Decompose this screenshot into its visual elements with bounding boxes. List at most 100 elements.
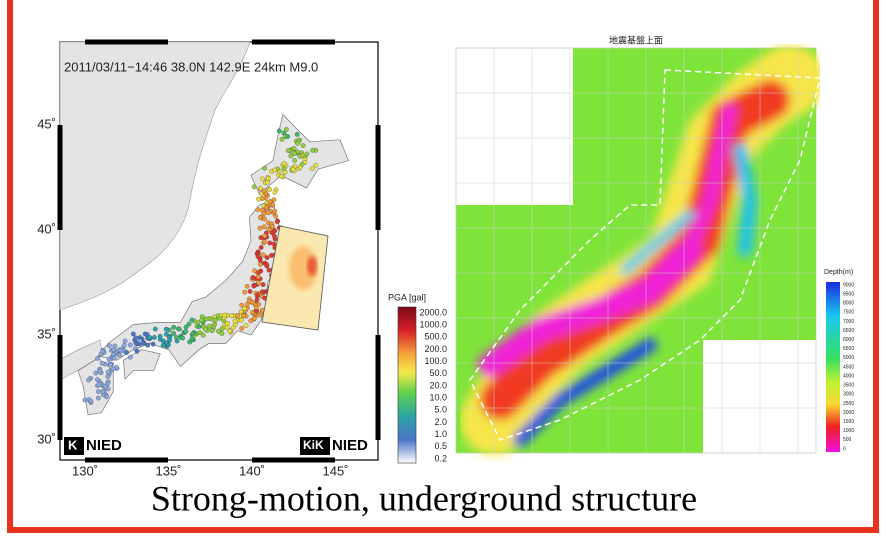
legend-label: 7000 [843,319,854,325]
station [180,336,184,340]
legend-label: 8500 [843,291,854,297]
station [190,318,194,322]
station [204,317,208,321]
station [225,321,229,325]
station [284,127,288,131]
station [225,325,229,329]
station [252,316,256,320]
legend-label: 4500 [843,364,854,370]
slide: 2011/03/11−14:46 38.0N 142.9E 24km M9.0 … [0,0,886,536]
station [171,331,175,335]
legend-label: 5.0 [434,405,447,415]
station [213,318,217,322]
station [135,349,139,353]
station [101,349,105,353]
legend-label: 9000 [843,282,854,288]
station [263,234,267,238]
map-title: 地震基盤上面 [609,34,663,45]
station [273,168,277,172]
legend-label: 3500 [843,383,854,389]
depth-map: 地震基盤上面 Depth(m) 900085008000750070006500… [456,34,854,453]
station [101,389,105,393]
legend-label: 6500 [843,328,854,334]
station [257,313,261,317]
station [152,335,156,339]
legend-label: 2000 [843,410,854,416]
station [191,332,195,336]
station [235,313,239,317]
station [106,374,110,378]
station [295,132,299,136]
station [293,151,297,155]
station [201,333,205,337]
station [229,314,233,318]
station [251,275,255,279]
depth-colorbar [826,282,840,452]
station [259,245,263,249]
station [112,348,116,352]
kik-logo: KiK NIED [300,437,368,455]
lat-label: 40˚ [37,221,56,236]
station [258,262,262,266]
station [113,344,117,348]
station [262,240,266,244]
station [265,255,269,259]
station [291,167,295,171]
svg-text:K: K [68,437,78,452]
station [148,335,152,339]
station [255,298,259,302]
station [256,254,260,258]
station [260,177,264,181]
legend-label: 200.0 [424,344,447,354]
station [245,284,249,288]
legend-label: 3000 [843,392,854,398]
station [261,282,265,286]
station [255,293,259,297]
station [252,284,256,288]
station [111,367,115,371]
station [96,389,100,393]
station [268,241,272,245]
station [122,343,126,347]
station [248,289,252,293]
station [298,154,302,158]
station [242,313,246,317]
station [244,323,248,327]
station [260,290,264,294]
station [242,306,246,310]
station [107,357,111,361]
legend-label: 1000.0 [419,320,447,330]
station [262,166,266,170]
station [305,152,309,156]
logo-text: NIED [332,437,368,454]
legend-title: PGA [gal] [388,292,426,302]
station [295,141,299,145]
station [222,313,226,317]
station [282,166,286,170]
legend-label: 4000 [843,373,854,379]
station [197,325,201,329]
station [262,217,266,221]
station [268,199,272,203]
station [96,396,100,400]
station [256,275,260,279]
legend-label: 100.0 [424,356,447,366]
station [258,226,262,230]
legend-label: 20.0 [429,380,447,390]
station [177,327,181,331]
station [286,134,290,138]
legend-label: 50.0 [429,368,447,378]
station [254,305,258,309]
station [250,310,254,314]
station [124,350,128,354]
lat-label: 30˚ [37,431,56,446]
legend-label: 1000 [843,428,854,434]
station [203,327,207,331]
station [258,215,262,219]
station [86,378,90,382]
station [184,325,188,329]
legend-label: 5500 [843,346,854,352]
station [134,336,138,340]
station [301,143,305,147]
station [266,176,270,180]
